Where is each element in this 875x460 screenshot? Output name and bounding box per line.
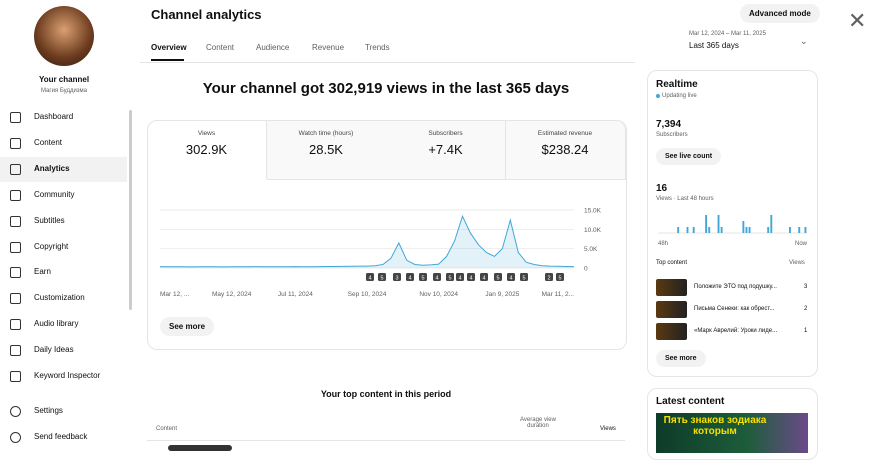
nav-icon <box>10 293 21 305</box>
metric-label: Watch time (hours) <box>298 130 354 137</box>
nav-item[interactable]: Subtitles <box>34 215 65 225</box>
views-column-label: Views <box>789 260 805 266</box>
item-title[interactable]: Положите ЭТО под подушку... <box>694 284 777 290</box>
item-views: 3 <box>804 284 808 290</box>
nav-item[interactable]: Analytics <box>34 163 70 173</box>
nav-icon <box>10 112 21 123</box>
item-title[interactable]: «Марк Аврелий: Уроки лиде... <box>694 328 778 334</box>
views-label: Views · Last 48 hours <box>656 196 714 202</box>
tab[interactable]: Audience <box>256 43 290 52</box>
metric-value: 302.9K <box>185 142 228 157</box>
nav-item[interactable]: Customization <box>34 293 85 303</box>
nav-icon <box>10 432 21 443</box>
latest-title: Latest content <box>656 396 725 407</box>
nav-icon <box>10 163 21 175</box>
nav-item[interactable]: Daily Ideas <box>34 345 74 355</box>
table-header-views: Views <box>600 426 616 432</box>
advanced-mode-button[interactable]: Advanced mode <box>740 4 820 23</box>
nav-item[interactable]: Dashboard <box>34 112 74 121</box>
table-divider <box>147 440 625 441</box>
item-views: 2 <box>804 306 808 312</box>
period[interactable]: Last 365 days <box>689 41 739 50</box>
metric-label: Estimated revenue <box>537 130 593 137</box>
nav-item[interactable]: Content <box>34 137 63 147</box>
realtime-status: Updating live <box>662 93 697 99</box>
scrollbar <box>129 110 132 310</box>
see-more-button[interactable]: See more <box>160 317 215 336</box>
nav-icon <box>10 406 21 417</box>
subscriber-label: Subscribers <box>656 132 688 138</box>
dropdown-icon[interactable]: ⌄ <box>800 36 808 46</box>
nav-icon <box>10 215 21 227</box>
nav-icon <box>10 241 21 253</box>
item-title[interactable]: Письма Сенеки: как обрест... <box>694 306 775 312</box>
metric-label: Views <box>197 130 216 137</box>
nav-active-bg <box>0 156 127 182</box>
item-thumbnail <box>656 279 687 296</box>
channel-subtitle: Магия Буддизма <box>40 88 88 94</box>
item-thumbnail <box>656 301 687 318</box>
nav-item[interactable]: Settings <box>34 406 63 415</box>
channel-name: Your channel <box>38 75 90 84</box>
nav-icon <box>10 371 21 382</box>
page-title: Channel analytics <box>151 7 262 22</box>
latest-thumbnail: Пять знаков зодиака которым <box>656 413 808 453</box>
nav-icon <box>10 345 21 357</box>
header-divider <box>140 62 635 63</box>
close-icon[interactable]: ✕ <box>848 8 867 33</box>
tab[interactable]: Overview <box>151 43 187 52</box>
nav-icon <box>10 137 21 149</box>
top-content-title: Your top content in this period <box>320 389 452 399</box>
see-live-button[interactable]: See live count <box>656 148 722 165</box>
metric-value: +7.4K <box>428 142 463 157</box>
nav-icon <box>10 319 21 331</box>
tab[interactable]: Trends <box>365 43 390 52</box>
nav-item[interactable]: Keyword Inspector <box>34 371 101 380</box>
metric-value: 28.5K <box>309 142 343 157</box>
page: Your channel Магия Буддизма Channel anal… <box>0 4 867 460</box>
metric-label: Subscribers <box>428 130 463 137</box>
avatar <box>34 6 94 66</box>
realtime-title: Realtime <box>656 79 698 90</box>
table-header-content: Content <box>156 426 178 432</box>
top-content-label: Top content <box>656 260 688 266</box>
subscriber-count: 7,394 <box>656 119 682 130</box>
nav-item[interactable]: Send feedback <box>34 432 88 441</box>
date-range: Mar 12, 2024 – Mar 11, 2025 <box>689 31 766 37</box>
tab-underline <box>151 59 184 61</box>
nav-item[interactable]: Earn <box>34 267 51 277</box>
metric-bg <box>386 121 506 180</box>
metric-bg <box>505 121 626 180</box>
thumbnail-text: Пять знаков зодиака которым <box>663 415 767 437</box>
item-thumbnail <box>656 323 687 340</box>
nav-item[interactable]: Copyright <box>34 241 69 251</box>
nav-item[interactable]: Audio library <box>34 319 79 329</box>
table-header-duration: Average view duration <box>520 417 556 429</box>
nav-icon <box>10 267 21 279</box>
realtime-see-more[interactable]: See more <box>656 350 706 367</box>
tab[interactable]: Revenue <box>312 43 345 52</box>
views-count: 16 <box>656 183 668 194</box>
nav-icon <box>10 189 21 201</box>
metric-value: $238.24 <box>541 142 589 157</box>
tab[interactable]: Content <box>206 43 235 52</box>
live-dot <box>656 94 660 98</box>
row-thumbnail <box>168 445 232 451</box>
item-views: 1 <box>804 328 808 334</box>
nav-item[interactable]: Community <box>34 189 75 199</box>
headline: Your channel got 302,919 views in the la… <box>202 80 570 97</box>
